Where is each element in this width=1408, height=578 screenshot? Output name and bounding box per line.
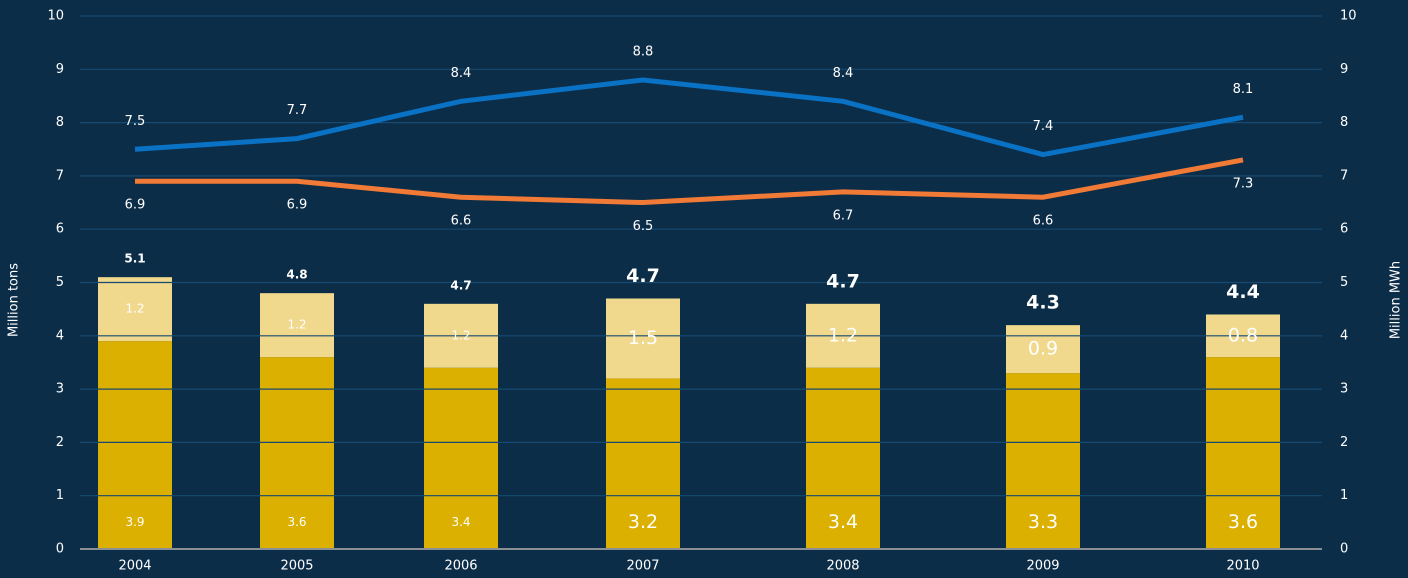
x-tick-label: 2010 bbox=[1226, 559, 1259, 574]
total-label: 4.7 bbox=[826, 270, 860, 292]
y-tick-label: 3 bbox=[56, 382, 64, 397]
line-value-label: 8.8 bbox=[633, 44, 654, 59]
total-label: 4.3 bbox=[1026, 292, 1060, 314]
y2-tick-label: 2 bbox=[1340, 435, 1348, 450]
bar-value-label: 0.9 bbox=[1028, 338, 1058, 360]
total-label: 4.8 bbox=[286, 268, 307, 282]
line-series bbox=[135, 157, 1244, 206]
y2-tick-label: 10 bbox=[1340, 9, 1357, 24]
bar-segment bbox=[98, 341, 172, 549]
line-value-label: 7.4 bbox=[1033, 119, 1054, 134]
bar-segment bbox=[1006, 373, 1080, 549]
line-value-label: 6.9 bbox=[287, 198, 308, 213]
x-tick-label: 2007 bbox=[626, 559, 659, 574]
y-tick-label: 2 bbox=[56, 435, 64, 450]
total-label: 4.7 bbox=[626, 265, 660, 287]
y-tick-label: 1 bbox=[56, 488, 64, 503]
y2-tick-label: 6 bbox=[1340, 222, 1348, 237]
bar-segment bbox=[98, 277, 172, 342]
x-tick-label: 2006 bbox=[444, 559, 477, 574]
bar-value-label: 3.3 bbox=[1028, 511, 1058, 533]
line-value-label: 8.4 bbox=[451, 66, 472, 81]
bar-value-label: 3.6 bbox=[1228, 511, 1258, 533]
bar-value-label: 1.2 bbox=[287, 318, 306, 332]
y-tick-label: 8 bbox=[56, 115, 64, 130]
bar-value-label: 1.2 bbox=[125, 302, 144, 316]
line-value-label: 7.7 bbox=[287, 103, 308, 118]
bar-segment bbox=[1006, 325, 1080, 374]
y-tick-label: 7 bbox=[56, 168, 64, 183]
bar-segment bbox=[606, 378, 680, 549]
y2-tick-label: 9 bbox=[1340, 62, 1348, 77]
y2-tick-label: 0 bbox=[1340, 542, 1348, 557]
line-series bbox=[134, 77, 1244, 158]
bar-value-label: 3.9 bbox=[125, 515, 144, 529]
y-tick-label: 9 bbox=[56, 62, 64, 77]
bar-value-label: 3.4 bbox=[828, 511, 858, 533]
y2-tick-label: 8 bbox=[1340, 115, 1348, 130]
bar-value-label: 3.2 bbox=[628, 511, 658, 533]
x-tick-label: 2004 bbox=[118, 559, 151, 574]
line-value-label: 6.5 bbox=[633, 219, 654, 234]
y2-axis-label: Million MWh bbox=[1389, 261, 1404, 339]
total-label: 5.1 bbox=[124, 252, 145, 266]
y-tick-label: 4 bbox=[56, 328, 64, 343]
line-value-label: 6.6 bbox=[451, 214, 472, 229]
total-label: 4.4 bbox=[1226, 281, 1260, 303]
y-tick-label: 10 bbox=[47, 9, 64, 24]
line-value-label: 7.5 bbox=[125, 114, 146, 129]
bar-segment bbox=[260, 293, 334, 358]
line-value-label: 7.3 bbox=[1233, 176, 1254, 191]
bar-value-label: 1.5 bbox=[628, 327, 658, 349]
line-value-label: 6.9 bbox=[125, 198, 146, 213]
y2-tick-label: 4 bbox=[1340, 328, 1348, 343]
total-label: 4.7 bbox=[450, 278, 471, 292]
bar-value-label: 3.4 bbox=[451, 515, 470, 529]
y-tick-label: 0 bbox=[56, 542, 64, 557]
bar-segment bbox=[806, 367, 880, 549]
x-tick-label: 2008 bbox=[826, 559, 859, 574]
x-tick-label: 2005 bbox=[280, 559, 313, 574]
y-tick-label: 6 bbox=[56, 222, 64, 237]
bar-value-label: 3.6 bbox=[287, 515, 306, 529]
y-axis-label: Million tons bbox=[7, 263, 22, 337]
bar-value-label: 1.2 bbox=[451, 328, 470, 342]
bar-segment bbox=[424, 367, 498, 549]
line-value-label: 6.7 bbox=[833, 208, 854, 223]
bar-segment bbox=[606, 298, 680, 379]
bar-value-label: 1.2 bbox=[828, 324, 858, 346]
y2-tick-label: 1 bbox=[1340, 488, 1348, 503]
line-value-label: 8.1 bbox=[1233, 82, 1254, 97]
y2-tick-label: 5 bbox=[1340, 275, 1348, 290]
line-value-label: 8.4 bbox=[833, 66, 854, 81]
x-tick-label: 2009 bbox=[1026, 559, 1059, 574]
y-tick-label: 5 bbox=[56, 275, 64, 290]
line-value-label: 6.6 bbox=[1033, 214, 1054, 229]
y2-tick-label: 3 bbox=[1340, 382, 1348, 397]
y2-tick-label: 7 bbox=[1340, 168, 1348, 183]
bar-value-label: 0.8 bbox=[1228, 324, 1258, 346]
